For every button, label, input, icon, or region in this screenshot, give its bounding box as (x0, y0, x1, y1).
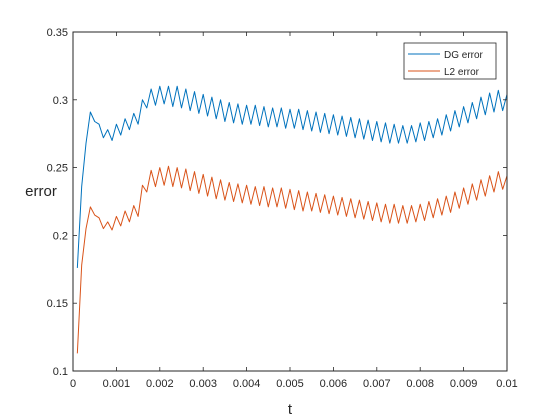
x-tick-label: 0.003 (189, 378, 217, 390)
legend-label-dg-error: DG error (444, 50, 484, 61)
x-axis: 0 0.001 0.002 0.003 0.004 0.005 0.006 0.007 0.00… (70, 32, 518, 390)
x-tick-label: 0.001 (103, 378, 131, 390)
x-tick-label: 0.009 (450, 378, 478, 390)
x-tick-label: 0.004 (233, 378, 261, 390)
x-tick-label: 0.01 (496, 378, 517, 390)
x-tick-label: 0.006 (320, 378, 348, 390)
legend: DG error L2 error (403, 42, 497, 80)
x-tick-label: 0.002 (146, 378, 174, 390)
y-tick-label: 0.25 (47, 163, 68, 175)
y-axis: 0.1 0.15 0.2 0.25 0.3 0.35 (47, 27, 507, 378)
x-tick-label: 0 (70, 378, 76, 390)
x-tick-label: 0.008 (406, 378, 434, 390)
legend-box (403, 42, 497, 80)
plot-background (73, 32, 507, 371)
y-tick-label: 0.15 (47, 298, 68, 310)
y-tick-label: 0.1 (53, 366, 68, 378)
y-axis-label: error (25, 183, 57, 200)
y-tick-label: 0.2 (53, 230, 68, 242)
y-tick-label: 0.3 (53, 95, 68, 107)
x-tick-label: 0.007 (363, 378, 391, 390)
series-line-l2-error (76, 165, 508, 354)
x-tick-label: 0.005 (276, 378, 304, 390)
y-tick-label: 0.35 (47, 27, 68, 39)
x-axis-label: t (288, 401, 293, 418)
series-line-dg-error (76, 85, 508, 268)
series-layer (76, 85, 508, 354)
legend-label-l2-error: L2 error (444, 67, 480, 78)
